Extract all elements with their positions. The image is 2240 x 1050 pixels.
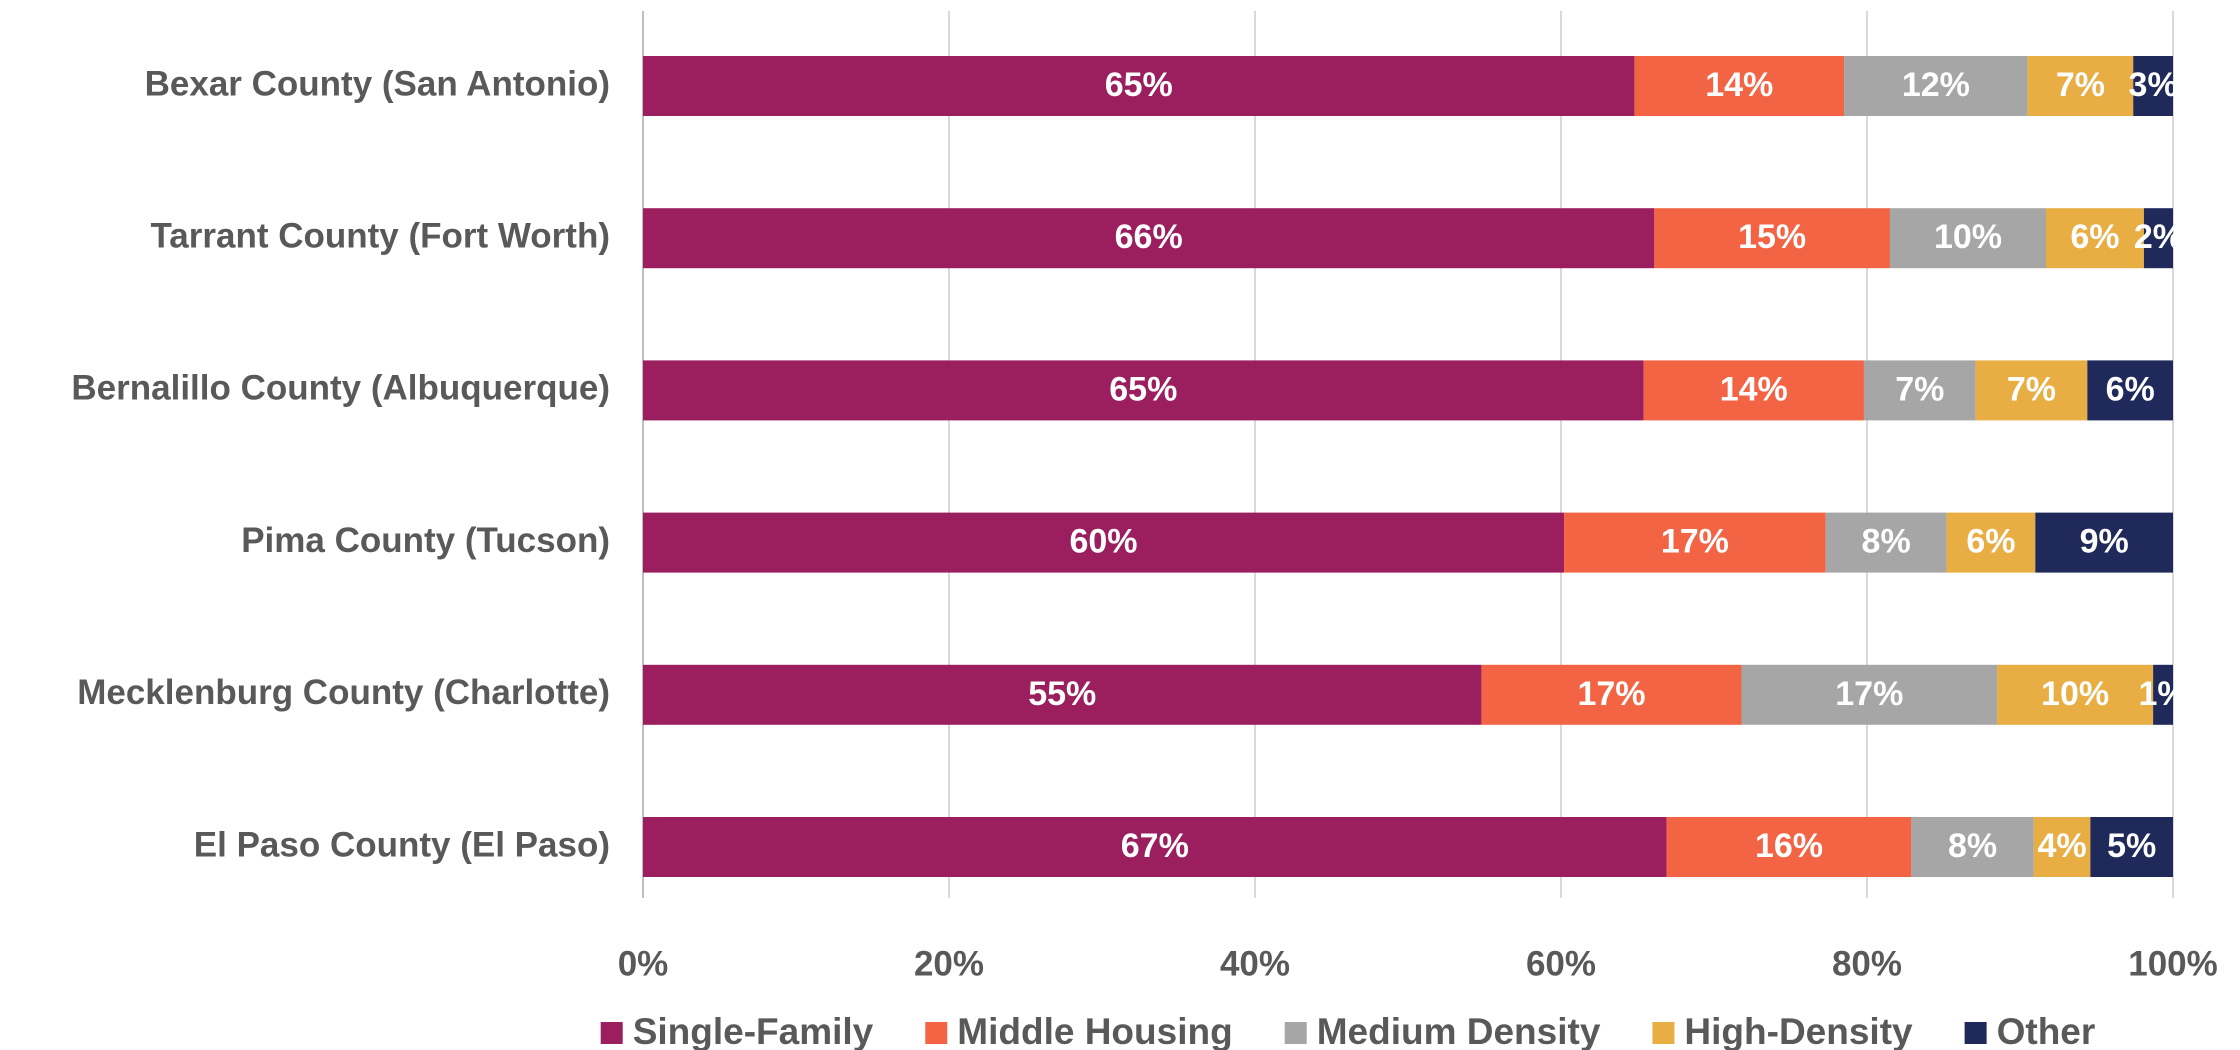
- bar-segment: [643, 512, 1565, 573]
- bar-segment: [2087, 360, 2173, 421]
- legend-swatch: [1284, 1022, 1307, 1044]
- data-label: 6%: [2070, 218, 2119, 256]
- bar-segment: [1666, 817, 1912, 877]
- data-label: 8%: [1948, 827, 1997, 865]
- legend-swatch: [925, 1022, 948, 1044]
- data-label: 16%: [1755, 827, 1823, 865]
- bar-segment: [2046, 208, 2144, 269]
- x-tick-label: 0%: [618, 944, 669, 983]
- bar-segment: [1564, 512, 1826, 573]
- x-tick-label: 40%: [1220, 944, 1290, 983]
- bar-segment: [1741, 664, 1998, 725]
- x-tick-label: 100%: [2128, 944, 2218, 983]
- bar-segment: [1911, 817, 2034, 877]
- bar-segment: [643, 360, 1644, 421]
- bar-segment: [1634, 56, 1845, 116]
- bar-segment: [1975, 360, 2088, 421]
- bar-segment: [1825, 512, 1947, 573]
- bar-segment: [1863, 360, 1976, 421]
- data-label: 9%: [2080, 523, 2129, 561]
- bar-segment: [643, 817, 1667, 877]
- data-label: 12%: [1902, 66, 1970, 104]
- data-label: 3%: [2129, 66, 2178, 104]
- data-label: 17%: [1835, 675, 1903, 713]
- bar-segment: [2090, 817, 2173, 877]
- bar-segment: [1889, 208, 2047, 269]
- y-tick-label: El Paso County (El Paso): [194, 825, 610, 864]
- legend-label: Other: [1997, 1011, 2096, 1050]
- legend-label: Single-Family: [633, 1011, 874, 1050]
- y-tick-label: Tarrant County (Fort Worth): [151, 216, 610, 255]
- x-tick-label: 20%: [914, 944, 984, 983]
- legend-swatch: [1964, 1022, 1987, 1044]
- data-label: 2%: [2134, 218, 2183, 256]
- bar-segment: [2143, 208, 2173, 269]
- y-tick-label: Bernalillo County (Albuquerque): [71, 369, 610, 408]
- bar-segment: [643, 664, 1482, 725]
- data-label: 65%: [1109, 370, 1177, 408]
- bar-segment: [2027, 56, 2134, 116]
- data-label: 1%: [2138, 675, 2187, 713]
- y-tick-label: Bexar County (San Antonio): [145, 64, 610, 103]
- bar-segment: [2153, 664, 2173, 725]
- data-label: 17%: [1577, 675, 1645, 713]
- data-label: 17%: [1661, 523, 1729, 561]
- data-label: 10%: [1934, 218, 2002, 256]
- data-label: 67%: [1121, 827, 1189, 865]
- data-label: 6%: [2106, 370, 2155, 408]
- bar-segment: [643, 208, 1655, 269]
- data-label: 10%: [2041, 675, 2109, 713]
- bar-segment: [1997, 664, 2154, 725]
- bar-segment: [2033, 817, 2091, 877]
- data-label: 7%: [2056, 66, 2105, 104]
- y-tick-label: Pima County (Tucson): [241, 521, 610, 560]
- x-tick-label: 60%: [1526, 944, 1596, 983]
- bar-segment: [1481, 664, 1742, 725]
- bar-segment: [2133, 56, 2173, 116]
- legend-label: Medium Density: [1317, 1011, 1601, 1050]
- data-label: 8%: [1862, 523, 1911, 561]
- y-tick-label: Mecklenburg County (Charlotte): [77, 673, 610, 712]
- x-tick-label: 80%: [1832, 944, 1902, 983]
- bar-segment: [1946, 512, 2036, 573]
- data-label: 60%: [1069, 523, 1137, 561]
- legend-label: Middle Housing: [957, 1011, 1232, 1050]
- bar-segment: [1643, 360, 1864, 421]
- bar-segment: [1654, 208, 1890, 269]
- bar-segment: [1844, 56, 2028, 116]
- data-label: 6%: [1966, 523, 2015, 561]
- data-label: 15%: [1738, 218, 1806, 256]
- data-label: 14%: [1720, 370, 1788, 408]
- data-label: 4%: [2038, 827, 2087, 865]
- legend-swatch: [1652, 1022, 1675, 1044]
- bar-segment: [2035, 512, 2173, 573]
- data-label: 14%: [1705, 66, 1773, 104]
- bar-segment: [643, 56, 1635, 116]
- legend-label: High-Density: [1684, 1011, 1913, 1050]
- data-label: 7%: [2007, 370, 2056, 408]
- data-label: 55%: [1028, 675, 1096, 713]
- data-label: 66%: [1115, 218, 1183, 256]
- data-label: 5%: [2107, 827, 2156, 865]
- data-label: 7%: [1895, 370, 1944, 408]
- legend-swatch: [600, 1022, 623, 1044]
- data-label: 65%: [1105, 66, 1173, 104]
